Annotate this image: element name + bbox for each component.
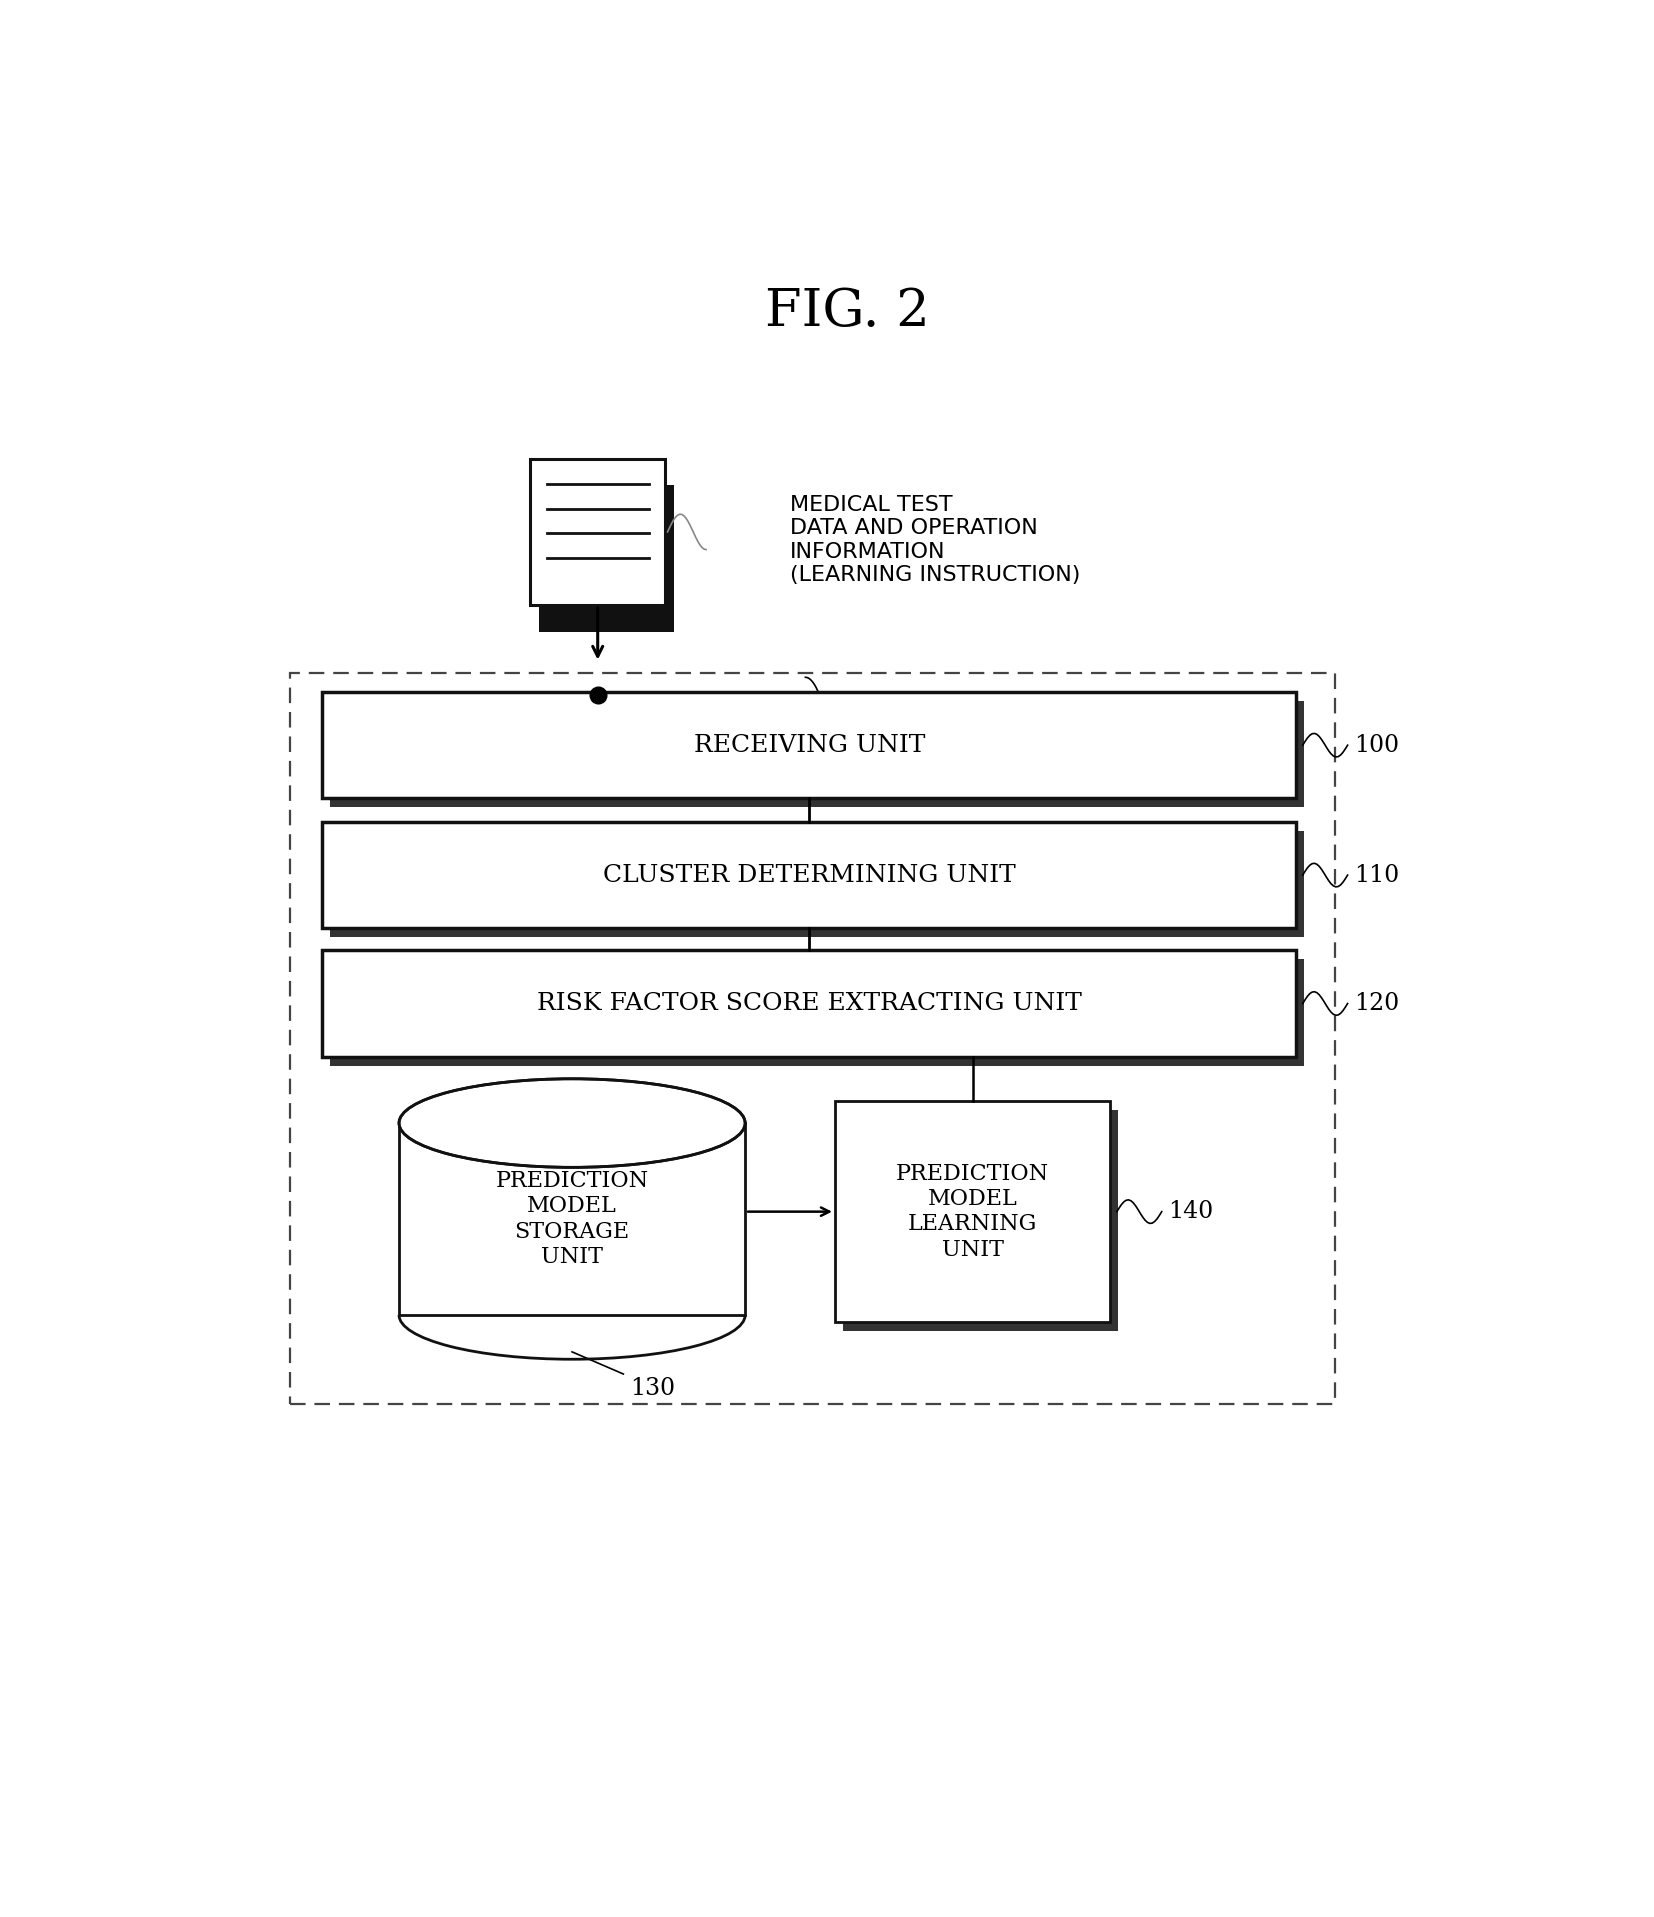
Bar [289, 673, 1335, 1403]
Text: 120: 120 [1355, 991, 1399, 1014]
Text: 130: 130 [630, 1376, 675, 1399]
Bar [323, 692, 1297, 797]
Ellipse shape [399, 1079, 744, 1167]
Bar [329, 702, 1303, 807]
Bar [329, 830, 1303, 937]
Text: RECEIVING UNIT: RECEIVING UNIT [693, 734, 925, 757]
Bar [399, 1123, 744, 1315]
Ellipse shape [399, 1079, 744, 1167]
Bar [323, 822, 1297, 928]
Text: PREDICTION
MODEL
LEARNING
UNIT: PREDICTION MODEL LEARNING UNIT [896, 1162, 1049, 1261]
Bar [329, 958, 1303, 1066]
Text: 10: 10 [844, 694, 875, 717]
Text: 110: 110 [1355, 863, 1399, 886]
Text: PREDICTION
MODEL
STORAGE
UNIT: PREDICTION MODEL STORAGE UNIT [496, 1169, 648, 1269]
Bar [842, 1110, 1118, 1330]
Text: CLUSTER DETERMINING UNIT: CLUSTER DETERMINING UNIT [602, 863, 1016, 886]
Text: 100: 100 [1355, 734, 1399, 757]
Text: 140: 140 [1168, 1200, 1214, 1223]
Text: FIG. 2: FIG. 2 [766, 286, 930, 337]
Text: RISK FACTOR SCORE EXTRACTING UNIT: RISK FACTOR SCORE EXTRACTING UNIT [538, 991, 1082, 1014]
Bar [835, 1100, 1110, 1323]
Bar [531, 458, 665, 606]
Bar [539, 485, 673, 631]
Bar [323, 951, 1297, 1056]
Text: MEDICAL TEST
DATA AND OPERATION
INFORMATION
(LEARNING INSTRUCTION): MEDICAL TEST DATA AND OPERATION INFORMAT… [791, 495, 1080, 585]
